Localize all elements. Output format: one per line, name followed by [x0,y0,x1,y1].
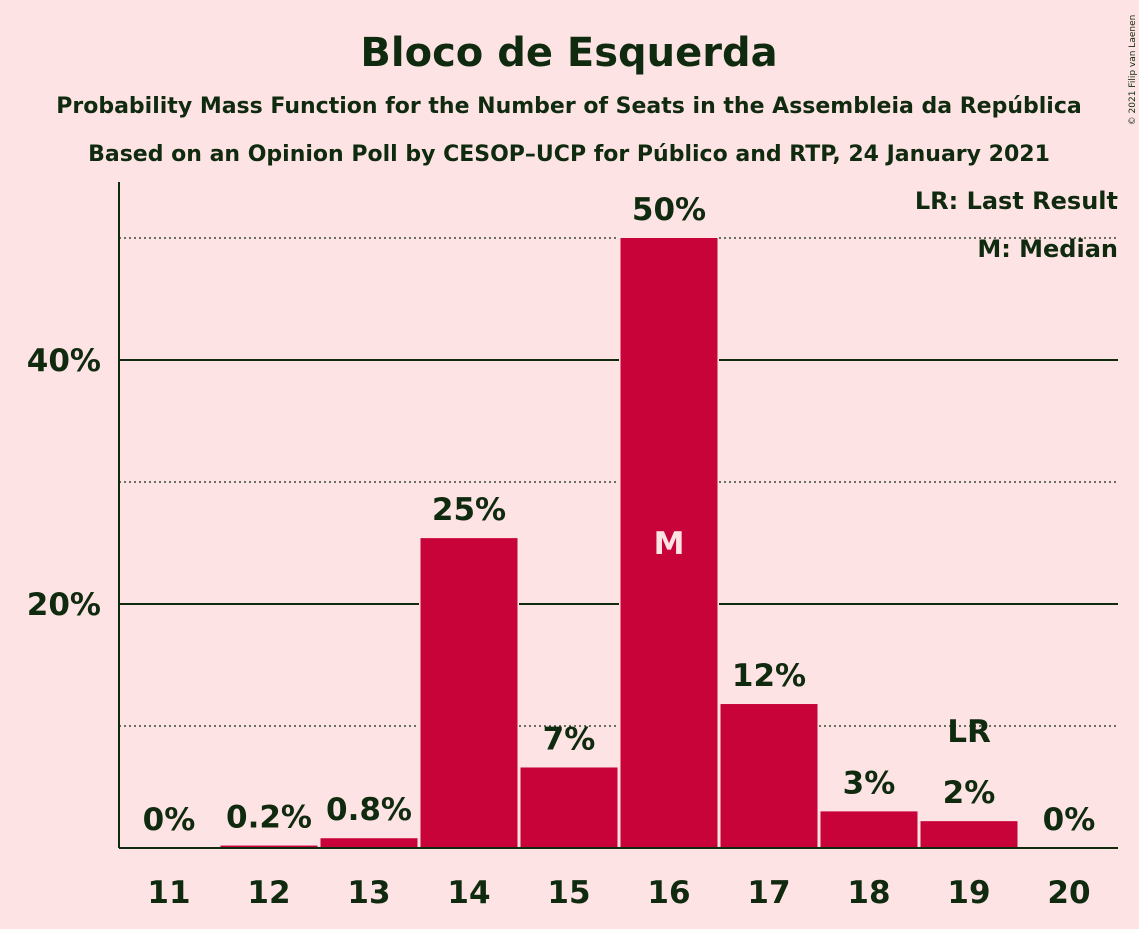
data-label: 2% [943,775,996,811]
bar [520,767,618,848]
chart-title: Bloco de Esquerda [360,30,777,76]
y-tick-label: 40% [27,343,101,379]
chart-subtitle-1: Probability Mass Function for the Number… [56,94,1081,119]
x-tick-label: 18 [847,875,890,911]
data-label: 12% [732,658,806,694]
bars [219,236,1019,848]
data-labels: 0% 11 0.2% 12 0.8% 13 25% 14 7% 15 50% 16 M 12% 17 3% 18… [143,192,1096,911]
data-label: 3% [843,765,896,801]
x-tick-label: 15 [547,875,590,911]
x-tick-label: 14 [447,875,490,911]
data-label: 0% [143,802,196,838]
data-label: 25% [432,492,506,528]
x-tick-label: 12 [247,875,290,911]
bar [220,845,318,848]
x-tick-label: 17 [747,875,790,911]
data-label: 7% [543,721,596,757]
x-tick-label: 20 [1047,875,1090,911]
x-tick-label: 11 [147,875,190,911]
data-label: 0.2% [226,800,312,836]
median-marker: M [654,526,685,562]
x-tick-label: 19 [947,875,990,911]
data-label: 0% [1043,802,1096,838]
bar [920,821,1018,848]
bar [820,811,918,848]
x-tick-label: 16 [647,875,690,911]
bar [720,704,818,848]
legend-last-result: LR: Last Result [915,187,1118,215]
y-tick-label: 20% [27,587,101,623]
legend-median: M: Median [977,235,1118,263]
chart-subtitle-2: Based on an Opinion Poll by CESOP–UCP fo… [88,142,1050,167]
bar [320,838,418,848]
copyright-note: © 2021 Filip van Laenen [1128,15,1138,126]
axes [118,182,1118,849]
last-result-marker: LR [947,714,991,750]
bar [420,538,518,848]
data-label: 50% [632,192,706,228]
data-label: 0.8% [326,792,412,828]
bar [620,238,718,848]
x-tick-label: 13 [347,875,390,911]
gridlines: 20% 40% [27,237,1118,727]
